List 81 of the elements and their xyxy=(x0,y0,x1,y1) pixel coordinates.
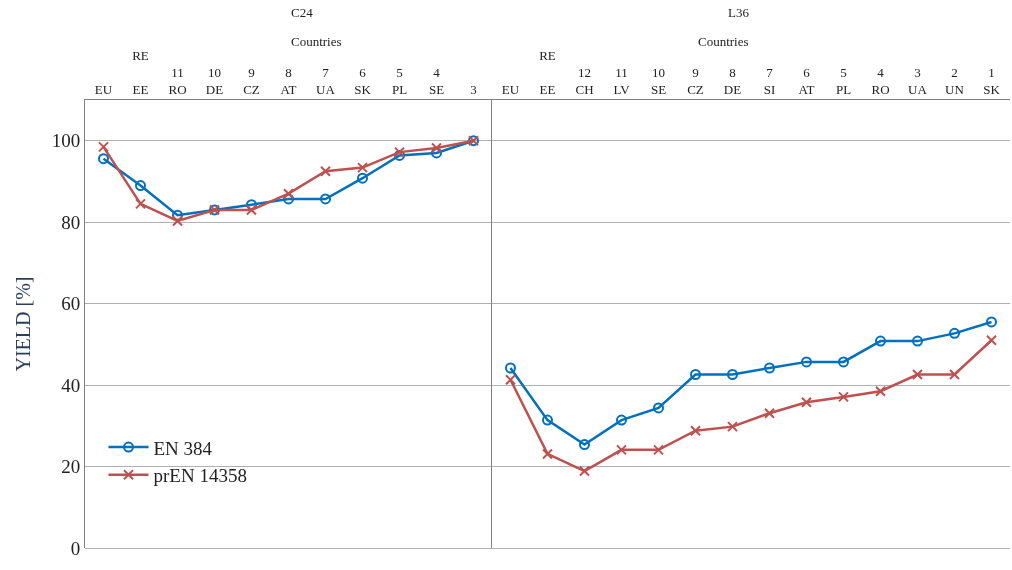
x-tick-label: 1 SK xyxy=(983,64,1001,97)
y-tick-label: 40 xyxy=(61,374,81,396)
chart-title: C24 xyxy=(291,5,314,20)
point xyxy=(727,369,738,380)
point xyxy=(172,215,183,227)
category-label: RE EE xyxy=(539,48,556,97)
text: Countries xyxy=(698,34,749,49)
point xyxy=(616,414,627,426)
point xyxy=(283,193,294,205)
point xyxy=(135,180,146,192)
x-tick-label: 3 xyxy=(470,81,477,97)
x-tick-label: 12 CH xyxy=(575,64,594,97)
point xyxy=(98,153,109,165)
point xyxy=(357,172,368,184)
point xyxy=(801,396,812,408)
x-tick-label: 8 DE xyxy=(723,64,742,97)
x-tick-label: 11 RO xyxy=(168,64,187,97)
point xyxy=(764,362,775,374)
x-tick-label: 9 CZ xyxy=(243,64,260,97)
point xyxy=(431,142,442,154)
point xyxy=(320,165,331,177)
point xyxy=(912,369,923,380)
point xyxy=(542,448,553,460)
point xyxy=(875,385,886,397)
x-tick-label: 9 CZ xyxy=(687,64,704,97)
point xyxy=(986,316,997,328)
point xyxy=(616,444,627,456)
x-tick-label: 10 DE xyxy=(205,64,224,97)
legend-label: prEN 14358 xyxy=(153,465,247,487)
point xyxy=(838,356,849,368)
legend-label: EN 384 xyxy=(153,437,213,459)
point xyxy=(875,335,886,347)
point xyxy=(172,209,183,221)
y-axis-title: YIELD [%] xyxy=(12,276,35,372)
x-tick-label: 2 UN xyxy=(945,64,965,97)
category-label: RE EE xyxy=(132,48,149,97)
x-tick-label: 10 SE xyxy=(650,64,667,97)
x-tick-label: 6 AT xyxy=(798,64,815,97)
point xyxy=(542,414,553,426)
point xyxy=(949,327,960,339)
point xyxy=(135,198,146,210)
x-tick-label: 4 RO xyxy=(871,64,890,97)
point xyxy=(98,141,109,153)
x-tick-label: 7 UA xyxy=(316,64,336,97)
point xyxy=(505,362,516,374)
x-tick-label: 8 AT xyxy=(280,64,297,97)
point xyxy=(801,356,812,368)
x-tick-label: 7 SI xyxy=(763,64,776,97)
text: Countries xyxy=(291,34,342,49)
x-tick-label: 6 SK xyxy=(354,64,372,97)
x-tick-label: 11 LV xyxy=(613,64,631,97)
chart-title: L36 xyxy=(728,5,750,20)
point xyxy=(431,147,442,159)
point xyxy=(727,421,738,433)
y-tick-label: 20 xyxy=(61,456,81,478)
point xyxy=(320,193,331,205)
x-tick-label: EU xyxy=(94,81,113,97)
point xyxy=(764,407,775,419)
point xyxy=(986,334,997,346)
y-tick-label: 100 xyxy=(51,130,81,152)
point xyxy=(505,374,516,386)
y-tick-label: 0 xyxy=(70,537,81,559)
point xyxy=(283,188,294,200)
point xyxy=(579,439,590,451)
point xyxy=(357,162,368,174)
y-tick-label: 60 xyxy=(61,293,81,315)
x-tick-label: EU xyxy=(501,81,520,97)
point xyxy=(838,391,849,403)
x-tick-label: 3 UA xyxy=(908,64,928,97)
point xyxy=(246,204,257,216)
point xyxy=(949,369,960,380)
point xyxy=(690,369,701,380)
x-tick-label: 5 PL xyxy=(835,64,852,97)
point xyxy=(690,425,701,437)
y-tick-label: 80 xyxy=(61,211,81,233)
point xyxy=(653,402,664,414)
point xyxy=(653,444,664,456)
point xyxy=(912,335,923,347)
x-tick-label: 4 SE xyxy=(428,64,445,97)
x-tick-label: 5 PL xyxy=(391,64,408,97)
point xyxy=(579,465,590,477)
